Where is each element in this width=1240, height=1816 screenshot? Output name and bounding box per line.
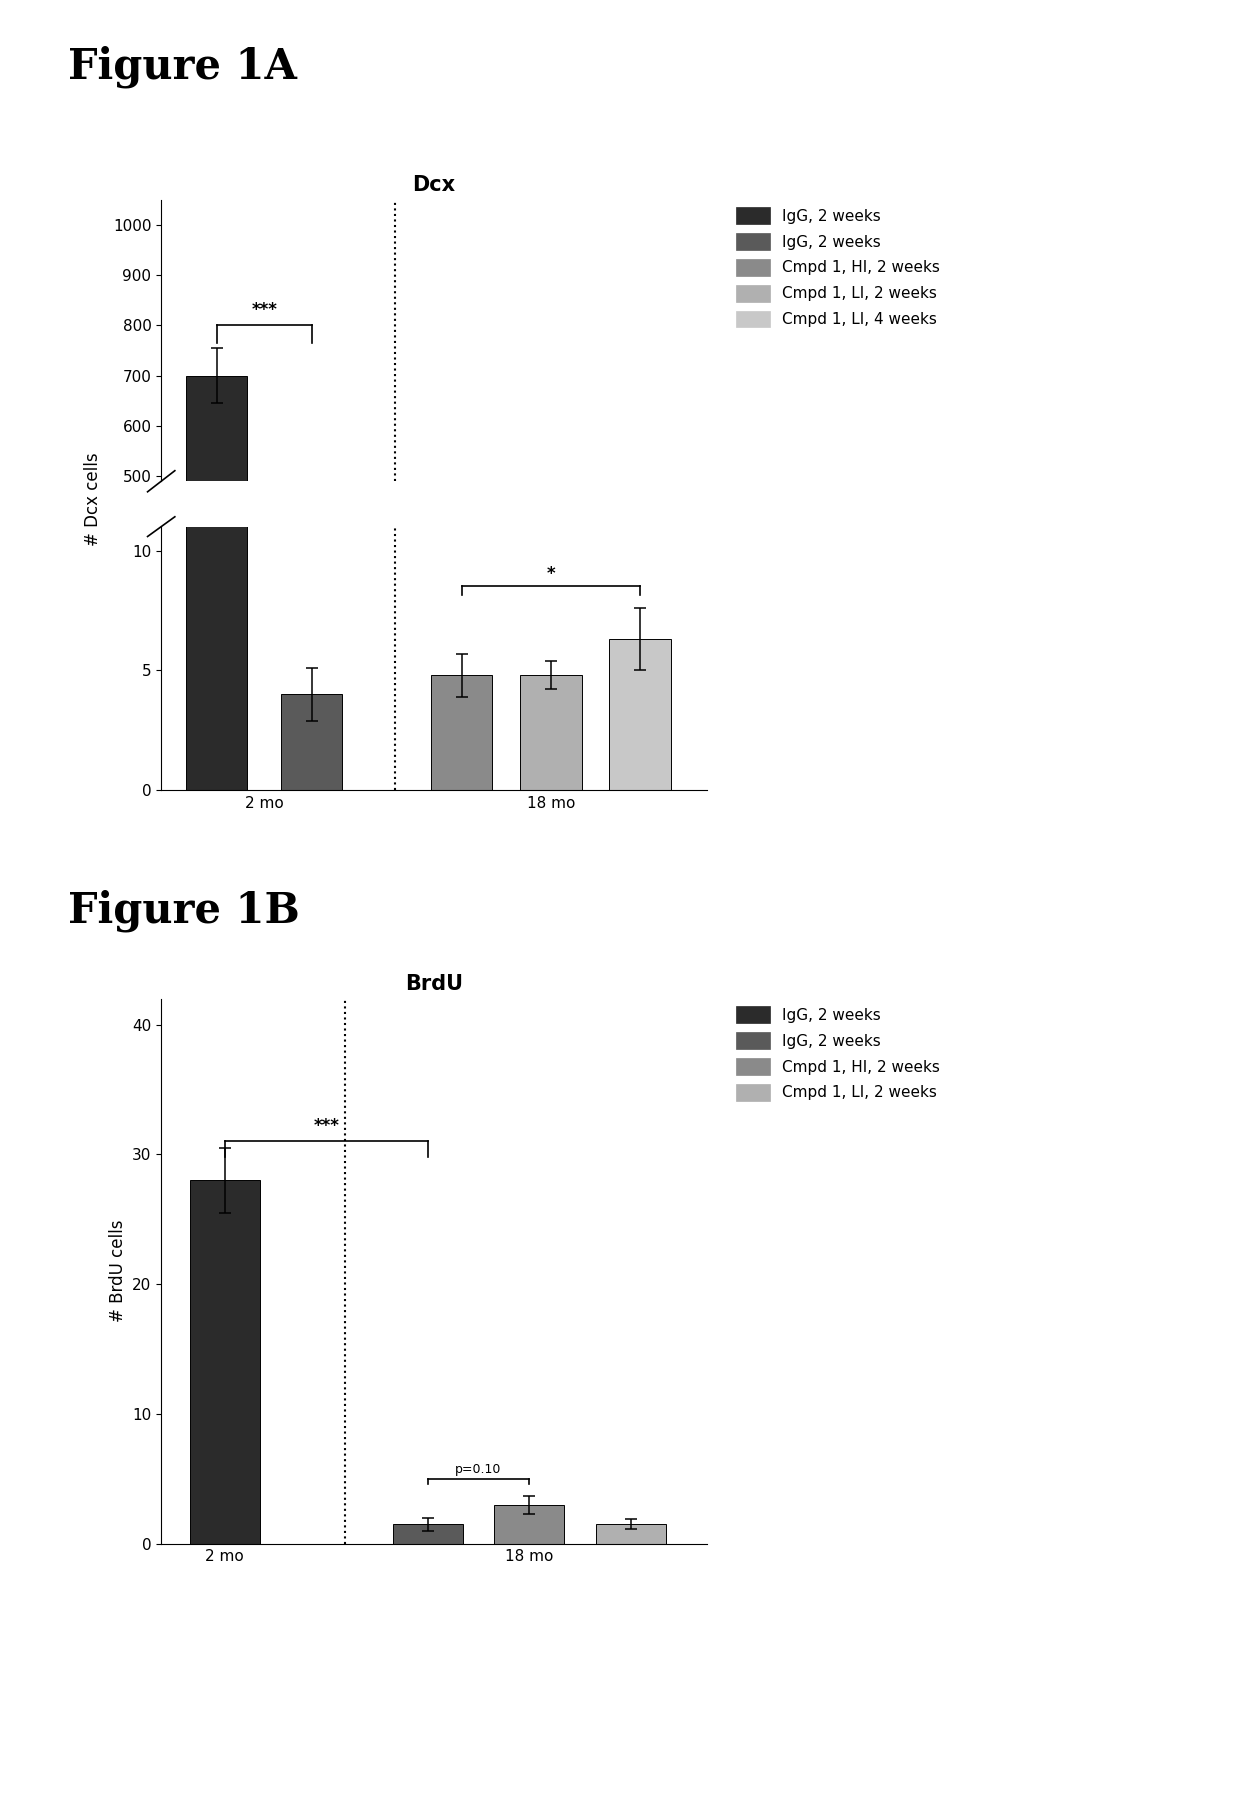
Bar: [281, 726, 342, 728]
Bar: [281, 694, 342, 790]
Text: ***: ***: [314, 1117, 339, 1135]
Bar: [595, 1524, 666, 1544]
Text: # Dcx cells: # Dcx cells: [84, 452, 102, 547]
Bar: [609, 725, 671, 728]
Bar: [190, 1180, 259, 1544]
Text: *: *: [547, 565, 556, 583]
Bar: [432, 676, 492, 790]
Bar: [521, 676, 582, 790]
Bar: [432, 725, 492, 728]
Bar: [186, 0, 248, 790]
Text: ***: ***: [252, 301, 277, 320]
Title: BrdU: BrdU: [405, 975, 463, 995]
Text: Figure 1A: Figure 1A: [68, 45, 298, 87]
Bar: [393, 1524, 463, 1544]
Bar: [495, 1505, 564, 1544]
Bar: [186, 376, 248, 728]
Legend: IgG, 2 weeks, IgG, 2 weeks, Cmpd 1, HI, 2 weeks, Cmpd 1, LI, 2 weeks, Cmpd 1, LI: IgG, 2 weeks, IgG, 2 weeks, Cmpd 1, HI, …: [737, 207, 940, 327]
Legend: IgG, 2 weeks, IgG, 2 weeks, Cmpd 1, HI, 2 weeks, Cmpd 1, LI, 2 weeks: IgG, 2 weeks, IgG, 2 weeks, Cmpd 1, HI, …: [737, 1006, 940, 1100]
Text: Figure 1B: Figure 1B: [68, 890, 300, 932]
Text: p=0.10: p=0.10: [455, 1464, 502, 1476]
Y-axis label: # BrdU cells: # BrdU cells: [109, 1220, 126, 1322]
Title: Dcx: Dcx: [413, 176, 455, 196]
Bar: [609, 639, 671, 790]
Bar: [521, 725, 582, 728]
